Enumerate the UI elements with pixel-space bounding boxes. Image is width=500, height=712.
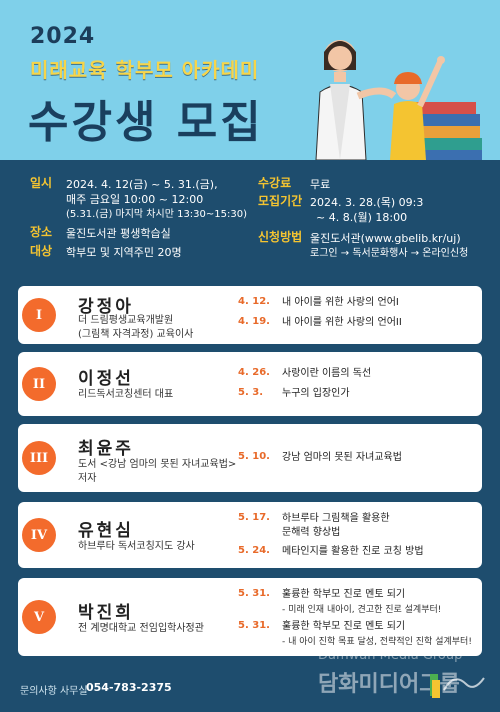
lecture-number-badge: IV — [22, 518, 56, 552]
lecturer-description: 하브루타 독서코칭지도 강사 — [78, 540, 238, 554]
lecture-card-4: IV 유현심 하브루타 독서코칭지도 강사 5. 17. 하브루타 그림책을 활… — [18, 502, 482, 568]
lecture-number-badge: II — [22, 367, 56, 401]
lecture-number-badge: III — [22, 441, 56, 475]
session-title: 사랑이란 이름의 독선 — [282, 368, 372, 379]
lecture-card-2: II 이정선 리드독서코칭센터 대표 4. 26. 사랑이란 이름의 독선 5.… — [18, 352, 482, 416]
lecturer-desc-line1: 전 계명대학교 전임입학사정관 — [78, 623, 204, 634]
watermark-english: Damwah Media Group — [318, 648, 463, 663]
lecturer-description: 전 계명대학교 전임입학사정관 — [78, 622, 248, 636]
lecturer-desc-line2: (그림책 자격과정) 교육이사 — [78, 329, 194, 340]
session-date: 4. 12. — [236, 296, 278, 307]
period-label: 모집기간 — [258, 194, 303, 208]
schedule-label: 일시 — [30, 176, 53, 190]
place-label: 장소 — [30, 225, 53, 239]
poster-header: 2024 미래교육 학부모 아카데미 수강생 모집 — [0, 0, 500, 160]
session-title: 누구의 입장인가 — [282, 388, 350, 399]
period-values: 2024. 3. 28.(목) 09:3 ~ 4. 8.(월) 18:00 — [310, 195, 495, 225]
session-subtitle: - 내 아이 진학 목표 달성, 전략적인 진학 설계부터! — [282, 637, 472, 647]
session-title-line2: 문해력 향상법 — [282, 527, 341, 538]
period-line2: ~ 4. 8.(월) 18:00 — [316, 211, 408, 224]
place-value: 울진도서관 평생학습실 — [66, 227, 171, 240]
target-label: 대상 — [30, 244, 53, 258]
lecturer-desc-line2: 저자 — [78, 473, 97, 484]
schedule-line1: 2024. 4. 12(금) ~ 5. 31.(금), — [66, 178, 218, 191]
lecturer-description: 리드독서코칭센터 대표 — [78, 388, 238, 402]
poster-subtitle: 미래교육 학부모 아카데미 — [30, 58, 260, 82]
lecture-card-3: III 최윤주 도서 <강남 엄마의 못된 자녀교육법> 저자 5. 10. 강… — [18, 424, 482, 492]
lecturer-description: 더 드림평생교육개발원 (그림책 자격과정) 교육이사 — [78, 314, 238, 342]
lecturer-desc-line1: 더 드림평생교육개발원 — [78, 315, 174, 326]
fee-value: 무료 — [310, 178, 331, 191]
session-date: 5. 3. — [236, 387, 278, 398]
session-date: 5. 17. — [236, 512, 278, 523]
apply-line1: 울진도서관(www.gbelib.kr/uj) — [310, 232, 461, 245]
lecturer-description: 도서 <강남 엄마의 못된 자녀교육법> 저자 — [78, 458, 243, 486]
period-line1: 2024. 3. 28.(목) 09:3 — [310, 196, 424, 209]
session-date: 5. 31. — [236, 588, 278, 599]
footer: 문의사항 사무실 054-783-2375 — [0, 670, 500, 712]
lecture-number-badge: V — [22, 600, 56, 634]
target-value: 학부모 및 지역주민 20명 — [66, 246, 182, 259]
lecturer-name: 강정아 — [78, 297, 134, 317]
schedule-line3: (5.31.(금) 마지막 차시만 13:30~15:30) — [66, 209, 248, 220]
schedule-line2: 매주 금요일 10:00 ~ 12:00 — [66, 193, 204, 206]
session-title: 훌륭한 학부모 진로 멘토 되기 — [282, 589, 406, 600]
poster-title: 수강생 모집 — [28, 97, 264, 148]
session-title-line1: 하브루타 그림책을 활용한 — [282, 513, 390, 524]
schedule-values: 2024. 4. 12(금) ~ 5. 31.(금), 매주 금요일 10:00… — [66, 177, 266, 222]
lecturer-name: 최윤주 — [78, 439, 134, 459]
lecturer-name: 유현심 — [78, 521, 134, 541]
apply-line2: 로그인 → 독서문화행사 → 온라인신청 — [310, 248, 469, 259]
lecture-number-badge: I — [22, 298, 56, 332]
session-date: 4. 26. — [236, 367, 278, 378]
mother-child-reading-illustration — [315, 40, 482, 160]
schedule-info: 일시 — [30, 176, 52, 191]
lecturer-name: 이정선 — [78, 369, 134, 389]
lecture-card-1: I 강정아 더 드림평생교육개발원 (그림책 자격과정) 교육이사 4. 12.… — [18, 286, 482, 344]
lecturer-name: 박진희 — [78, 603, 134, 623]
apply-label: 신청방법 — [258, 230, 303, 244]
poster-year: 2024 — [30, 24, 96, 49]
session-title: 내 아이를 위한 사랑의 언어I — [282, 297, 399, 308]
session-date: 5. 24. — [236, 545, 278, 556]
session-title: 훌륭한 학부모 진로 멘토 되기 — [282, 621, 406, 632]
lecturer-desc-line1: 도서 <강남 엄마의 못된 자녀교육법> — [78, 459, 237, 470]
lecturer-desc-line1: 하브루타 독서코칭지도 강사 — [78, 541, 195, 552]
session-title: 내 아이를 위한 사랑의 언어II — [282, 317, 402, 328]
session-subtitle: - 미래 인재 내아이, 견고한 진로 설계부터! — [282, 605, 442, 615]
lecturer-desc-line1: 리드독서코칭센터 대표 — [78, 389, 174, 400]
contact-label: 문의사항 사무실 — [20, 686, 88, 697]
session-date: 5. 31. — [236, 620, 278, 631]
event-info: 일시 2024. 4. 12(금) ~ 5. 31.(금), 매주 금요일 10… — [0, 160, 500, 270]
session-date: 5. 10. — [236, 451, 278, 462]
session-date: 4. 19. — [236, 316, 278, 327]
session-title: 하브루타 그림책을 활용한 문해력 향상법 — [282, 512, 482, 540]
apply-values: 울진도서관(www.gbelib.kr/uj) 로그인 → 독서문화행사 → 온… — [310, 231, 495, 261]
session-title: 강남 엄마의 못된 자녀교육법 — [282, 452, 402, 463]
library-logo-icon — [430, 674, 485, 698]
session-title: 메타인지를 활용한 진로 코칭 방법 — [282, 546, 424, 557]
fee-label: 수강료 — [258, 176, 292, 190]
contact-phone: 054-783-2375 — [86, 681, 172, 694]
lecture-card-5: V 박진희 전 계명대학교 전임입학사정관 5. 31. 훌륭한 학부모 진로 … — [18, 578, 482, 656]
